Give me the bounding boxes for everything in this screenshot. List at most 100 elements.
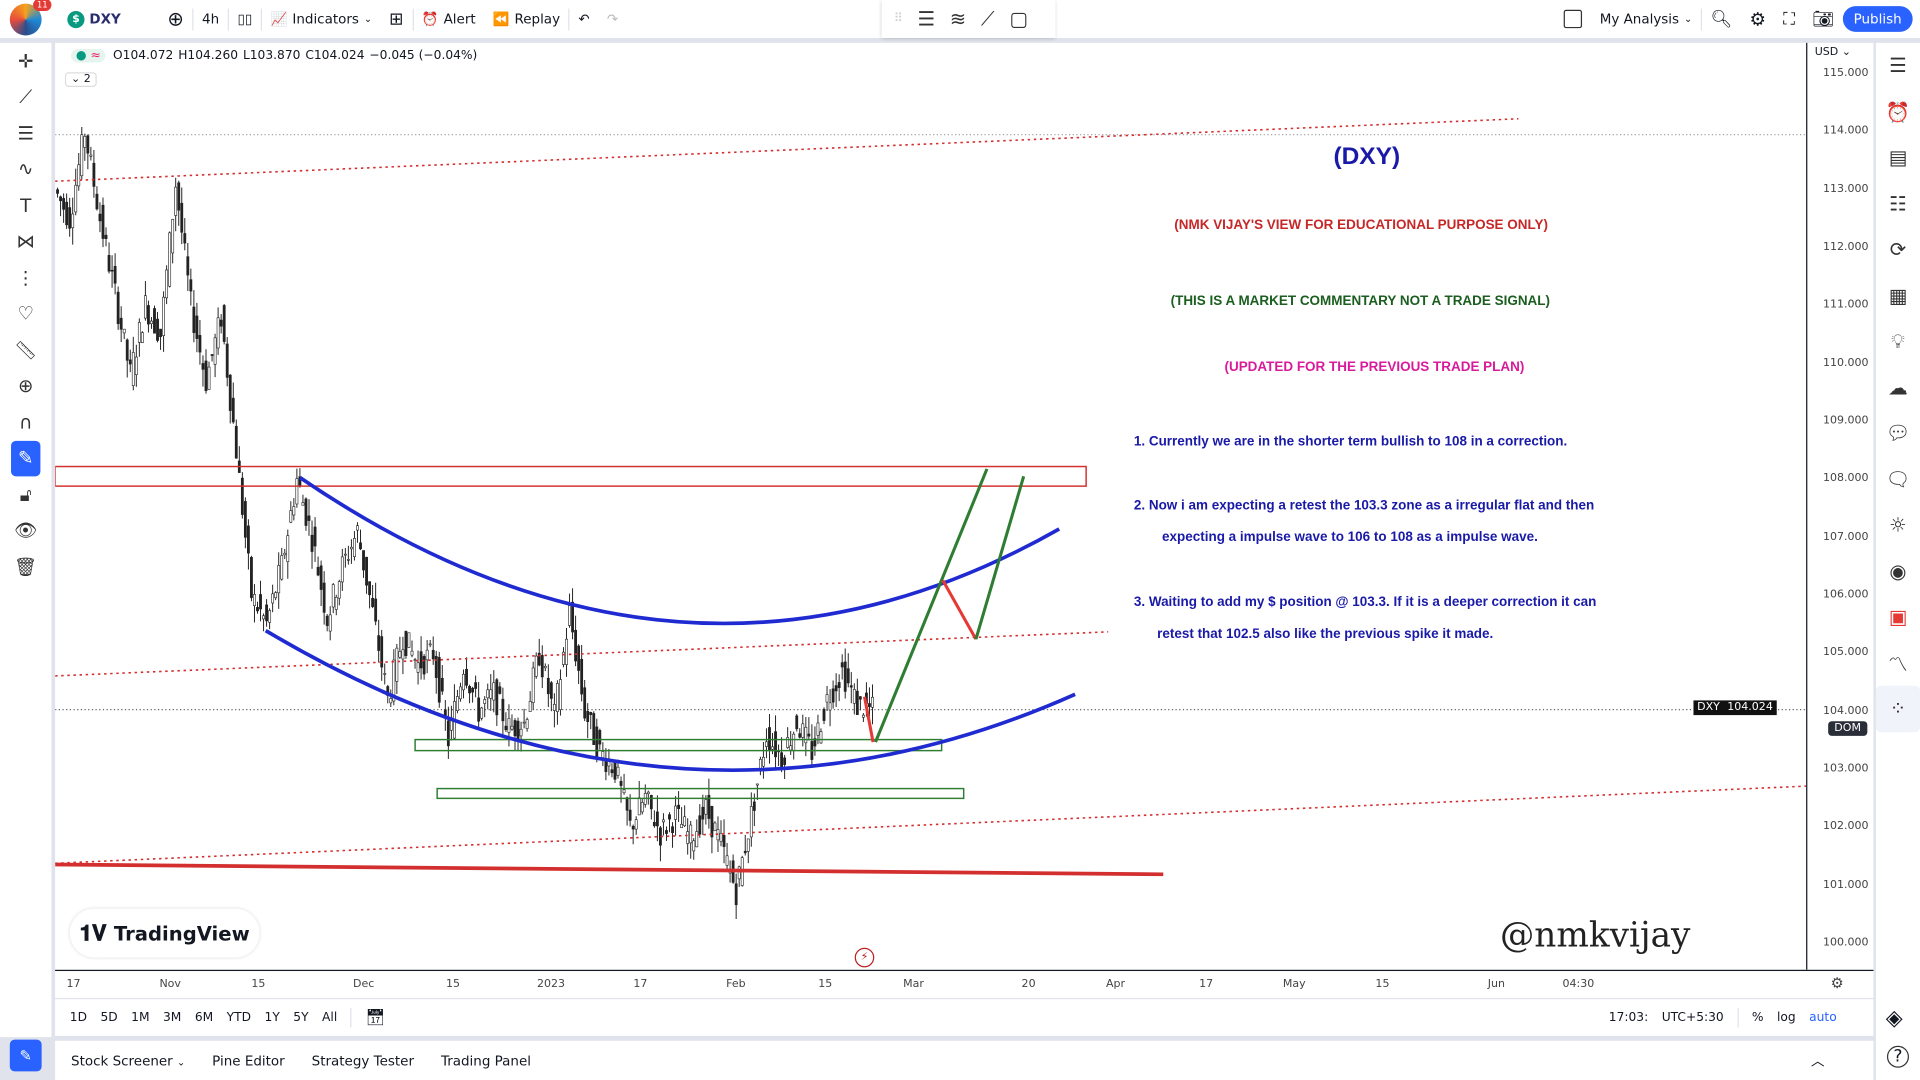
auto-toggle[interactable]: auto (1809, 1010, 1837, 1025)
trend-chart-icon[interactable]: 〽 (1888, 652, 1908, 677)
publish-button[interactable]: Publish (1842, 6, 1913, 32)
tab-trading-panel[interactable]: Trading Panel (440, 1052, 531, 1069)
candle-body (483, 699, 487, 704)
dom-panel-icon[interactable]: ⁘ (1875, 685, 1920, 732)
camera-icon[interactable]: 📷︎ (1812, 9, 1835, 29)
range-button-5d[interactable]: 5D (100, 1010, 118, 1025)
price-axis[interactable]: USD ⌄ 115.000 114.000 113.000 112.000 111.00… (1806, 42, 1874, 970)
parallel-channel-icon[interactable]: ☰ (917, 7, 936, 31)
help-icon[interactable]: ? (1886, 1045, 1909, 1068)
collapse-panel-icon[interactable]: ︿ (1811, 1053, 1825, 1069)
idea-bulb-icon[interactable]: ☼ (1889, 513, 1907, 537)
candle-body (707, 794, 711, 819)
watchlist-icon[interactable]: ☰ (1889, 54, 1907, 78)
undo-icon[interactable]: ↶ (578, 11, 590, 27)
tab-pine-editor[interactable]: Pine Editor (212, 1052, 285, 1069)
fib-retracement-icon[interactable]: ☰ (17, 122, 34, 145)
stay-in-drawing-mode-icon[interactable]: ✎ (11, 440, 41, 477)
drag-handle-icon[interactable]: ⠿ (893, 12, 903, 26)
symbol-search-button[interactable]: $ DXY (59, 0, 130, 38)
fullscreen-icon[interactable]: ⛶ (1783, 9, 1796, 29)
time-axis[interactable]: 17 Nov 15 Dec 15 2023 17 Feb 15 Mar 20 Apr 17 May 15 Ju… (55, 969, 1874, 998)
layout-checkbox[interactable] (1556, 0, 1592, 38)
profile-icon[interactable]: ✎ (9, 1039, 42, 1072)
compare-add-icon[interactable]: ⊕ (167, 7, 184, 31)
user-avatar[interactable]: 11 (9, 0, 52, 35)
range-button-1y[interactable]: 1Y (264, 1010, 280, 1025)
layout-menu-button[interactable]: My Analysis ⌄ (1591, 0, 1701, 38)
chats-icon[interactable]: 💬︎ (1885, 421, 1911, 445)
candle-body (583, 687, 587, 719)
events-lightning-icon[interactable]: ⚡ (854, 947, 875, 968)
interval-button[interactable]: 4h (202, 11, 220, 27)
currency-selector[interactable]: USD ⌄ (1814, 46, 1851, 59)
forecast-icon[interactable]: ⋮ (16, 266, 35, 289)
magnet-icon[interactable]: ∩ (18, 411, 33, 434)
calendar-refresh-icon[interactable]: ⟳ (1889, 237, 1907, 262)
lock-icon[interactable]: 🔓︎ (19, 483, 32, 506)
candle-body (377, 635, 381, 651)
redo-icon[interactable]: ↷ (606, 11, 619, 27)
calendar-icon[interactable]: ▦ (1888, 283, 1908, 308)
replay-button[interactable]: ⏪ Replay (484, 0, 568, 38)
dom-button[interactable]: DOM (1828, 721, 1868, 736)
candle-body (795, 715, 799, 730)
ideas-lightbulb-icon[interactable]: 💡︎ (1891, 329, 1905, 353)
data-window-icon[interactable]: ▤ (1888, 146, 1908, 170)
candle-body (343, 553, 347, 556)
live-stream-icon[interactable]: ◉ (1889, 559, 1907, 583)
trend-line-icon[interactable]: ⟋ (980, 6, 995, 31)
candle-body (192, 306, 196, 333)
layers-icon[interactable]: ◈ (1885, 1005, 1903, 1032)
range-button-3m[interactable]: 3M (163, 1010, 182, 1025)
range-button-1d[interactable]: 1D (69, 1010, 88, 1025)
calendar-notification-icon[interactable]: ▣ (1888, 605, 1908, 629)
percent-toggle[interactable]: % (1751, 1010, 1764, 1025)
brush-icon[interactable]: ∿ (18, 158, 34, 181)
indicators-collapse-button[interactable]: ⌄ 2 (64, 72, 97, 87)
pattern-icon[interactable]: ⋈ (16, 230, 35, 253)
candle-body (552, 703, 556, 711)
heart-icon[interactable]: ♡ (17, 302, 34, 325)
candle-body (828, 702, 832, 711)
rectangle-icon[interactable]: ▢ (1009, 7, 1028, 31)
alert-button[interactable]: ⏰ Alert (413, 0, 484, 38)
range-button-all[interactable]: All (322, 1010, 338, 1025)
tradingview-logo[interactable]: 𝟏𝐕 TradingView (69, 908, 260, 958)
candles-icon[interactable]: ▯▯ (237, 11, 253, 27)
range-button-6m[interactable]: 6M (194, 1010, 214, 1025)
candle-body (204, 360, 208, 391)
time-tick: 15 (251, 978, 266, 991)
search-icon[interactable]: 🔍︎ (1710, 9, 1733, 29)
range-button-1m[interactable]: 1M (131, 1010, 150, 1025)
zoom-in-icon[interactable]: ⊕ (18, 375, 34, 398)
templates-grid-icon[interactable]: ⊞ (389, 9, 404, 29)
tab-stock-screener[interactable]: Stock Screener ⌄ (71, 1052, 185, 1068)
gear-icon[interactable]: ⚙ (1749, 7, 1766, 31)
goto-date-icon[interactable]: 📅︎ (365, 1008, 386, 1027)
clock-label: 17:03: (1608, 1010, 1649, 1025)
candle-body (437, 657, 441, 703)
candle-body (586, 710, 590, 723)
log-toggle[interactable]: log (1777, 1010, 1796, 1025)
tab-strategy-tester[interactable]: Strategy Tester (311, 1052, 415, 1069)
candle-body (743, 850, 747, 854)
trash-icon[interactable]: 🗑︎ (14, 555, 38, 578)
range-button-5y[interactable]: 5Y (293, 1010, 309, 1025)
pitchfork-icon[interactable]: ≋ (949, 7, 967, 31)
timezone-button[interactable]: UTC+5:30 (1661, 1010, 1724, 1025)
eye-icon[interactable]: 👁︎ (14, 519, 38, 542)
range-button-ytd[interactable]: YTD (226, 1010, 252, 1025)
hotlists-icon[interactable]: ☷ (1889, 191, 1907, 216)
alerts-clock-icon[interactable]: ⏰ (1885, 100, 1911, 124)
indicators-button[interactable]: 📈 Indicators ⌄ (262, 0, 380, 38)
ruler-icon[interactable]: 📏︎ (14, 338, 38, 361)
chart-canvas[interactable] (55, 43, 1807, 970)
crosshair-icon[interactable]: ✛ (18, 49, 34, 72)
chart-pane[interactable]: ● ≈ O104.072 H104.260 L103.870 C104.024 −0.0… (55, 42, 1807, 970)
trend-line-icon[interactable]: ⟋ (19, 86, 33, 109)
messages-icon[interactable]: 🗨︎ (1885, 467, 1911, 491)
streams-icon[interactable]: ☁ (1888, 375, 1908, 399)
text-icon[interactable]: T (20, 194, 32, 217)
axis-settings-gear-icon[interactable]: ⚙ (1830, 974, 1844, 992)
